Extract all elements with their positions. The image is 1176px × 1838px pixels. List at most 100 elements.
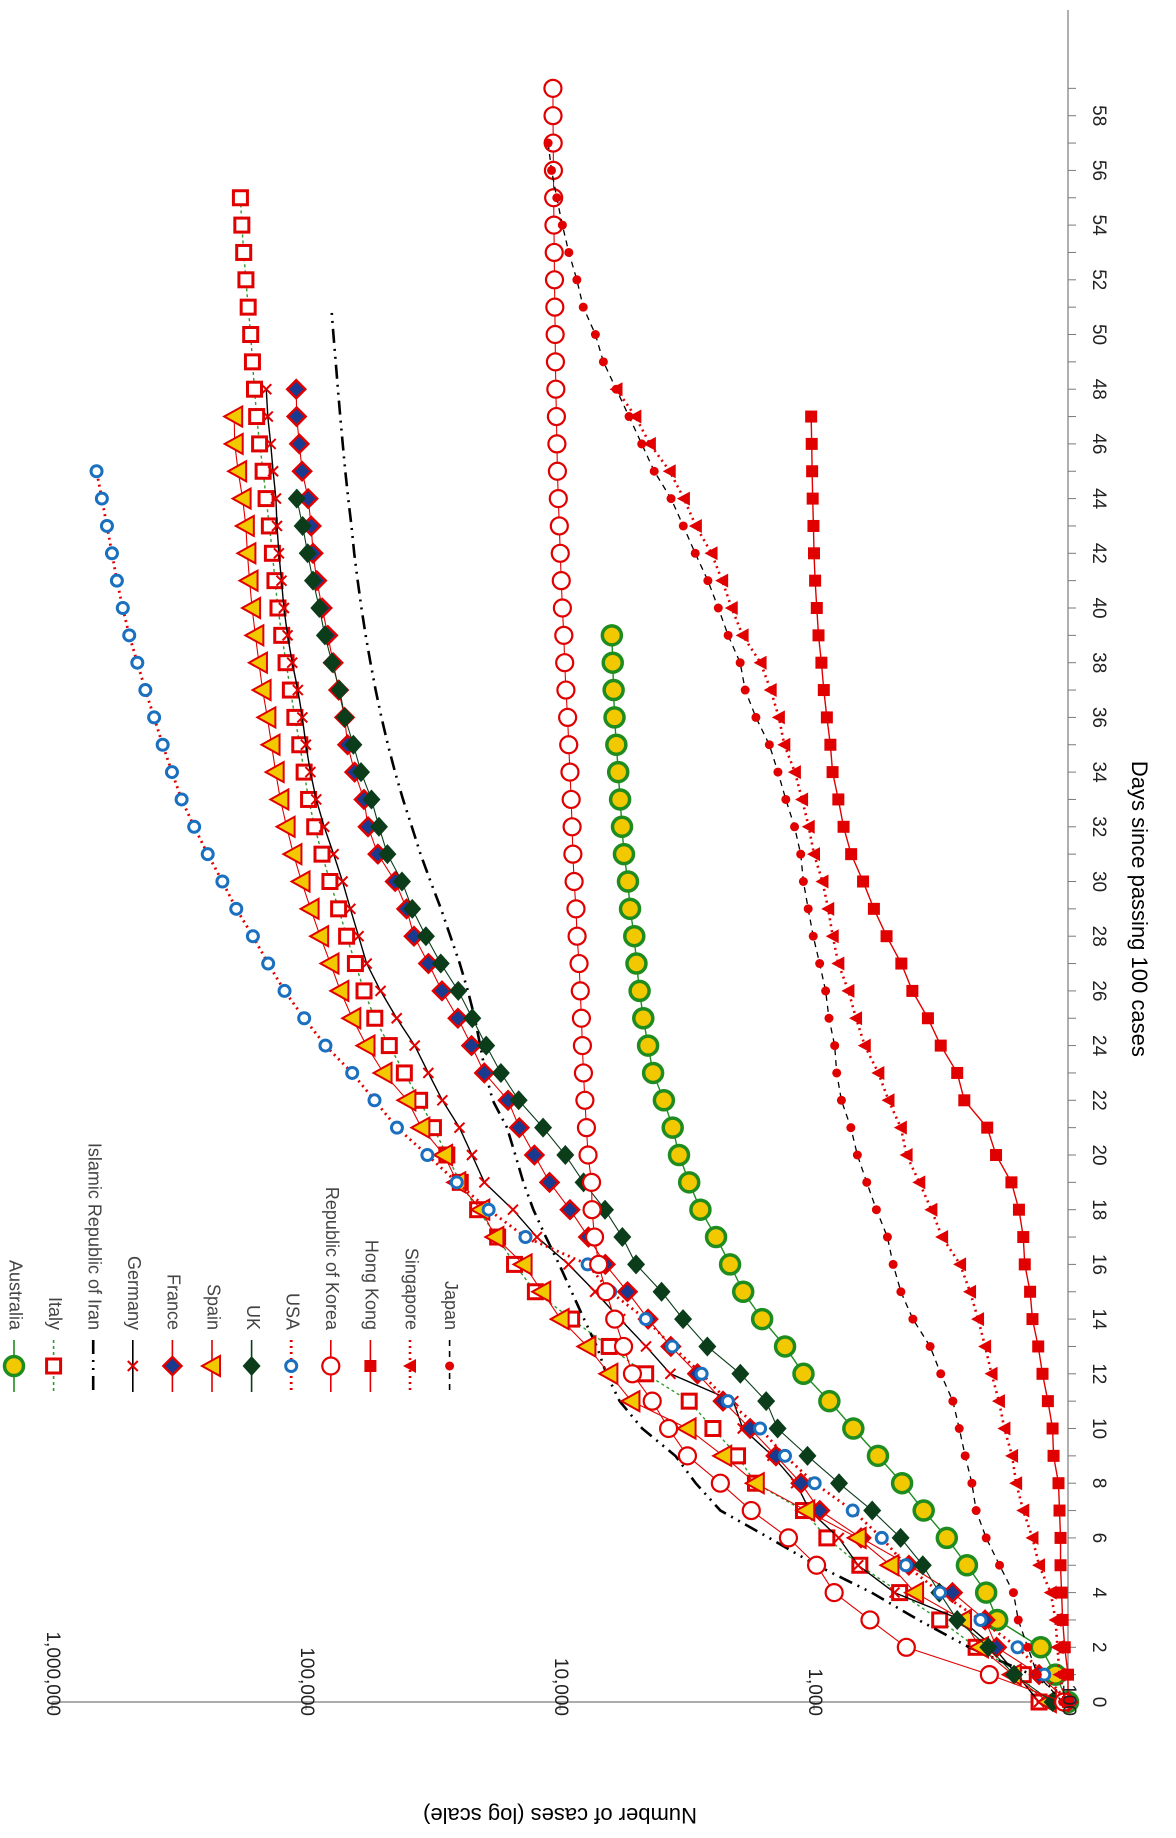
data-point <box>115 601 130 615</box>
data-point <box>449 980 468 1001</box>
data-point <box>860 1610 880 1630</box>
data-point <box>1047 1449 1060 1462</box>
data-point <box>559 735 579 755</box>
data-point <box>1032 1558 1046 1573</box>
legend-label: Hong Kong <box>362 1240 382 1330</box>
data-point <box>1009 1476 1023 1491</box>
data-point <box>589 1254 609 1275</box>
data-point <box>925 1341 935 1351</box>
data-point <box>237 568 259 593</box>
data-point <box>771 710 785 725</box>
case-tick-label: 1,000,000 <box>42 1631 63 1716</box>
data-point <box>99 518 114 533</box>
data-point <box>581 1172 602 1192</box>
data-point <box>935 1526 959 1550</box>
data-point <box>366 1009 384 1027</box>
day-tick-label: 30 <box>1088 871 1109 892</box>
data-point <box>878 1553 900 1577</box>
data-point <box>787 765 801 780</box>
data-point <box>543 138 553 148</box>
data-point <box>984 1366 998 1381</box>
data-point <box>753 1421 768 1436</box>
data-point <box>321 1356 341 1376</box>
data-point <box>641 1061 665 1085</box>
data-point <box>336 875 349 888</box>
data-point <box>562 817 582 837</box>
data-point <box>567 926 587 946</box>
data-point <box>649 466 659 476</box>
data-point <box>281 842 303 866</box>
data-point <box>677 1446 698 1466</box>
day-tick-label: 22 <box>1088 1090 1109 1111</box>
data-point <box>995 1560 1005 1570</box>
data-point <box>820 711 833 724</box>
data-point <box>1052 1477 1065 1490</box>
data-point <box>652 1089 676 1112</box>
data-point <box>354 1033 376 1058</box>
data-point <box>963 1284 977 1299</box>
data-point <box>243 353 261 371</box>
data-point <box>888 1586 901 1599</box>
data-point <box>340 1006 362 1030</box>
data-point <box>781 794 791 804</box>
data-point <box>1052 1667 1066 1682</box>
day-tick-label: 46 <box>1088 433 1109 454</box>
day-tick-label: 26 <box>1088 980 1109 1001</box>
data-point <box>613 1227 632 1248</box>
data-point <box>1010 1640 1025 1655</box>
data-point <box>566 899 586 919</box>
data-point <box>1032 1340 1045 1353</box>
data-point <box>563 844 583 864</box>
data-point <box>546 379 566 399</box>
series-usa <box>89 464 1075 1709</box>
data-point <box>640 1340 652 1353</box>
data-point <box>743 1471 765 1495</box>
data-point <box>584 1227 605 1247</box>
legend-item: USA <box>282 1293 302 1392</box>
data-point <box>600 624 624 647</box>
data-point <box>718 1253 742 1276</box>
series-hong-kong <box>805 410 1074 1708</box>
series-line <box>330 307 1075 1704</box>
data-point <box>981 1121 994 1134</box>
data-point <box>570 981 590 1001</box>
data-point <box>304 766 317 778</box>
data-point <box>598 357 608 367</box>
data-point <box>466 1149 478 1161</box>
data-point <box>289 869 311 894</box>
data-point <box>572 1035 593 1056</box>
data-point <box>871 1065 885 1080</box>
data-point <box>242 326 260 343</box>
data-point <box>274 815 296 839</box>
day-tick-label: 20 <box>1088 1144 1109 1165</box>
data-point <box>703 576 713 586</box>
data-point <box>821 901 835 916</box>
day-tick-label: 2 <box>1088 1642 1109 1653</box>
legend: Australia Italy Islamic Republic of Iran Ge… <box>2 1143 461 1392</box>
data-point <box>560 762 580 782</box>
data-point <box>601 651 624 674</box>
series-japan <box>543 138 1068 1707</box>
data-point <box>841 983 855 998</box>
data-point <box>552 193 562 203</box>
data-point <box>735 628 749 643</box>
data-point <box>704 1225 728 1249</box>
data-point <box>306 818 324 836</box>
data-point <box>285 378 308 400</box>
data-point <box>913 1555 932 1576</box>
data-point <box>564 247 574 257</box>
data-point <box>908 1314 918 1324</box>
data-point <box>321 873 339 890</box>
data-point <box>233 216 251 234</box>
data-point <box>857 1038 871 1053</box>
data-point <box>616 870 640 893</box>
data-point <box>286 708 304 726</box>
data-point <box>605 733 628 756</box>
data-point <box>296 711 309 724</box>
data-point <box>338 927 356 945</box>
data-point <box>931 1611 949 1629</box>
data-point <box>1013 1615 1023 1625</box>
day-tick-label: 18 <box>1088 1199 1109 1220</box>
data-point <box>303 570 322 591</box>
case-tick-label: 100,000 <box>296 1647 317 1716</box>
